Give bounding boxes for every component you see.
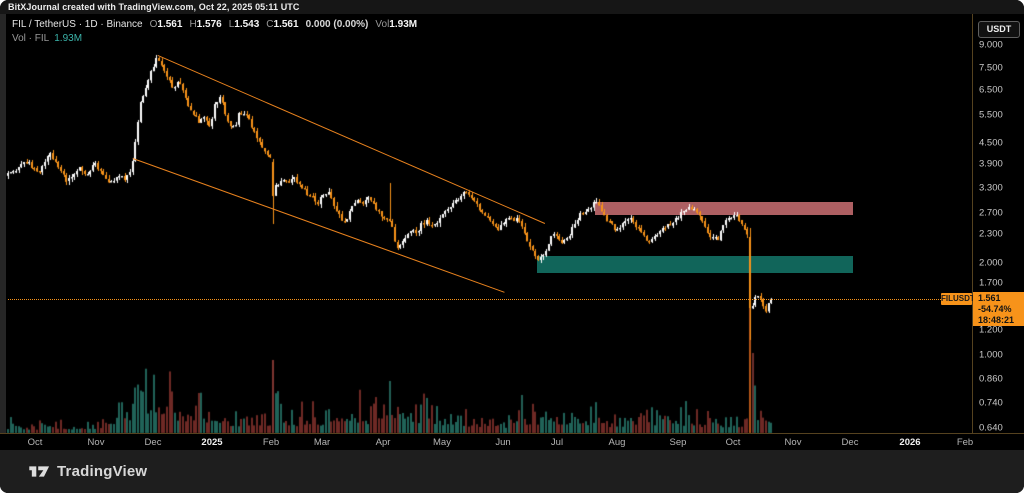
time-tick-nov: Nov <box>87 437 105 448</box>
footer-bar: TradingView <box>0 450 1024 493</box>
symbol-legend[interactable]: FIL / TetherUS · 1D · Binance O1.561 H1.57… <box>12 19 417 44</box>
price-tick-0.740: 0.740 <box>979 397 1003 409</box>
price-tick-2.000: 2.000 <box>979 257 1003 269</box>
last-price-label: 1.561 -54.74% 18:48:21 <box>973 292 1024 326</box>
ohlc-label-c: C <box>266 19 274 30</box>
bar-countdown: 18:48:21 <box>978 315 1015 325</box>
price-tick-0.640: 0.640 <box>979 422 1003 434</box>
ohlc-value-c: 1.561 <box>273 19 299 30</box>
price-tick-2.300: 2.300 <box>979 228 1003 240</box>
price-tick-6.500: 6.500 <box>979 84 1003 96</box>
time-tick-2025: 2025 <box>201 437 223 448</box>
ohlc-value-o: 1.561 <box>157 19 183 30</box>
price-tick-3.900: 3.900 <box>979 158 1003 170</box>
price-tick-5.500: 5.500 <box>979 109 1003 121</box>
time-tick-sep: Sep <box>669 437 687 448</box>
ohlc-value-h: 1.576 <box>196 19 222 30</box>
tradingview-logo-icon[interactable] <box>28 462 51 481</box>
time-tick-jul: Jul <box>550 437 564 448</box>
time-tick-aug: Aug <box>608 437 626 448</box>
time-axis-border <box>0 433 1024 434</box>
volume-label: Vol <box>375 19 390 30</box>
time-tick-2026: 2026 <box>899 437 921 448</box>
currency-toggle-button[interactable]: USDT <box>978 21 1020 38</box>
time-tick-feb: Feb <box>956 437 974 448</box>
ohlc-label-o: O <box>149 19 158 30</box>
symbol-price-tag: FILUSDT <box>941 293 975 305</box>
price-tick-2.700: 2.700 <box>979 207 1003 219</box>
volume-study-label[interactable]: Vol · FIL <box>12 33 50 44</box>
time-tick-apr: Apr <box>375 437 391 448</box>
volume-study-value: 1.93M <box>54 33 83 44</box>
last-price-change: -54.74% <box>978 304 1012 314</box>
price-tick-1.000: 1.000 <box>979 349 1003 361</box>
ohlc-label-h: H <box>189 19 197 30</box>
price-tick-3.300: 3.300 <box>979 182 1003 194</box>
time-tick-may: May <box>433 437 451 448</box>
price-tick-1.200: 1.200 <box>979 324 1003 336</box>
time-tick-jun: Jun <box>495 437 511 448</box>
last-price-value: 1.561 <box>978 293 1001 303</box>
time-tick-oct: Oct <box>725 437 741 448</box>
ohlc-value-l: 1.543 <box>234 19 260 30</box>
time-tick-feb: Feb <box>262 437 280 448</box>
tradingview-brand-text[interactable]: TradingView <box>57 463 148 480</box>
time-axis[interactable]: Oct Nov Dec 2025 Feb Mar Apr May Jun Jul Aug Sep Oct… <box>0 434 974 450</box>
price-tick-1.700: 1.700 <box>979 277 1003 289</box>
price-axis[interactable]: USDT 9.000 7.500 6.500 5.500 4.500 3.900 3.300… <box>972 14 1024 434</box>
change-value: 0.000 (0.00%) <box>305 19 369 30</box>
price-tick-9.000: 9.000 <box>979 39 1003 51</box>
legend-row-main: FIL / TetherUS · 1D · Binance O1.561 H1.57… <box>12 19 417 30</box>
time-tick-nov: Nov <box>784 437 802 448</box>
time-tick-mar: Mar <box>313 437 331 448</box>
time-tick-dec: Dec <box>841 437 859 448</box>
symbol-title[interactable]: FIL / TetherUS · 1D · Binance <box>12 19 143 30</box>
price-tick-0.860: 0.860 <box>979 373 1003 385</box>
time-tick-oct: Oct <box>27 437 43 448</box>
price-tick-7.500: 7.500 <box>979 62 1003 74</box>
price-tick-4.500: 4.500 <box>979 137 1003 149</box>
volume-value: 1.93M <box>389 19 418 30</box>
time-tick-dec: Dec <box>144 437 162 448</box>
last-price-dotted-line <box>8 299 941 300</box>
ohlc-label-l: L <box>228 19 235 30</box>
legend-row-volume: Vol · FIL 1.93M <box>12 33 417 44</box>
